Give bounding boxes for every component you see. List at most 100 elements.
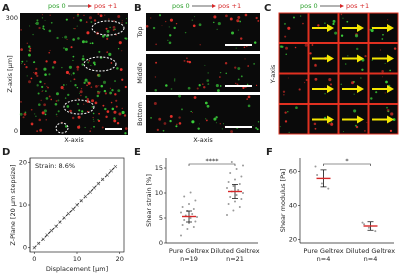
speckle [314,127,317,130]
speckle [104,92,107,95]
speckle [55,92,59,96]
speckle [35,115,37,117]
speckle [393,47,397,50]
speckle [88,59,91,62]
speckle [48,95,51,98]
speckle [87,110,89,113]
speckle [101,34,105,38]
x-tick-label: Diluted Geltrex [210,247,259,255]
panel-label: B [134,3,142,14]
speckle [102,80,107,84]
tile [278,73,309,104]
speckle [109,93,111,95]
speckle [36,19,39,22]
speckle [41,14,43,16]
speckle [205,118,207,120]
speckle [178,122,182,125]
arrowhead [387,85,394,93]
speckle [371,59,374,61]
speckle [98,85,100,87]
speckle [95,85,98,88]
speckle [257,121,260,123]
speckle [64,35,68,39]
speckle [77,98,79,100]
speckle [34,23,36,25]
speckle [247,104,251,108]
speckle [381,38,384,40]
speckle [243,46,246,49]
speckle [162,129,165,132]
speckle [121,78,124,81]
speckle [145,24,149,28]
point [45,233,49,237]
speckle [215,116,218,119]
speckle [84,95,88,99]
speckle [332,19,336,23]
point [192,208,195,210]
speckle [354,34,359,38]
speckle [49,14,51,16]
speckle [81,57,85,61]
speckle [28,49,31,52]
speckle [313,122,317,126]
speckle [63,88,65,90]
speckle [239,37,243,40]
speckle [173,80,176,82]
speckle [324,92,326,95]
speckle [154,76,157,78]
point [229,172,232,174]
speckle [114,80,116,82]
speckle [150,17,152,19]
speckle [178,94,181,98]
point [242,164,244,167]
speckle [57,99,60,102]
point [79,199,83,203]
speckle [236,19,240,23]
speckle [50,21,53,24]
speckle [97,12,100,16]
speckle [98,112,100,115]
speckle [90,21,93,23]
speckle [347,55,349,57]
speckle [188,60,192,64]
speckle [73,78,76,81]
y-tick-label: 20 [19,158,27,166]
speckle [381,76,383,78]
speckle [169,119,172,123]
point [188,222,190,224]
speckle [37,92,40,95]
speckle [253,41,257,44]
speckle [28,45,31,48]
speckle [41,111,45,115]
speckle [86,98,89,101]
n-label: n=4 [364,255,378,263]
image-c [278,12,399,135]
speckle [191,19,193,21]
speckle [173,26,176,30]
speckle [204,64,206,66]
y-tick-label: 15 [155,164,163,172]
point [240,175,243,178]
speckle [117,48,120,50]
point [234,200,236,203]
point [181,206,184,208]
speckle [80,88,83,90]
point [327,187,330,190]
speckle [28,80,32,84]
speckle [206,104,210,108]
significance: * [345,157,349,165]
speckle [98,50,101,53]
speckle [236,83,239,86]
speckle [82,55,85,57]
speckle [32,33,34,36]
speckle [76,68,79,71]
speckle [42,90,44,92]
speckle [366,121,368,123]
speckle [54,102,58,106]
speckle [21,63,23,65]
speckle [26,75,28,77]
speckle [55,100,58,102]
panel-label: A [2,3,10,14]
point [180,234,182,237]
speckle [370,97,373,100]
